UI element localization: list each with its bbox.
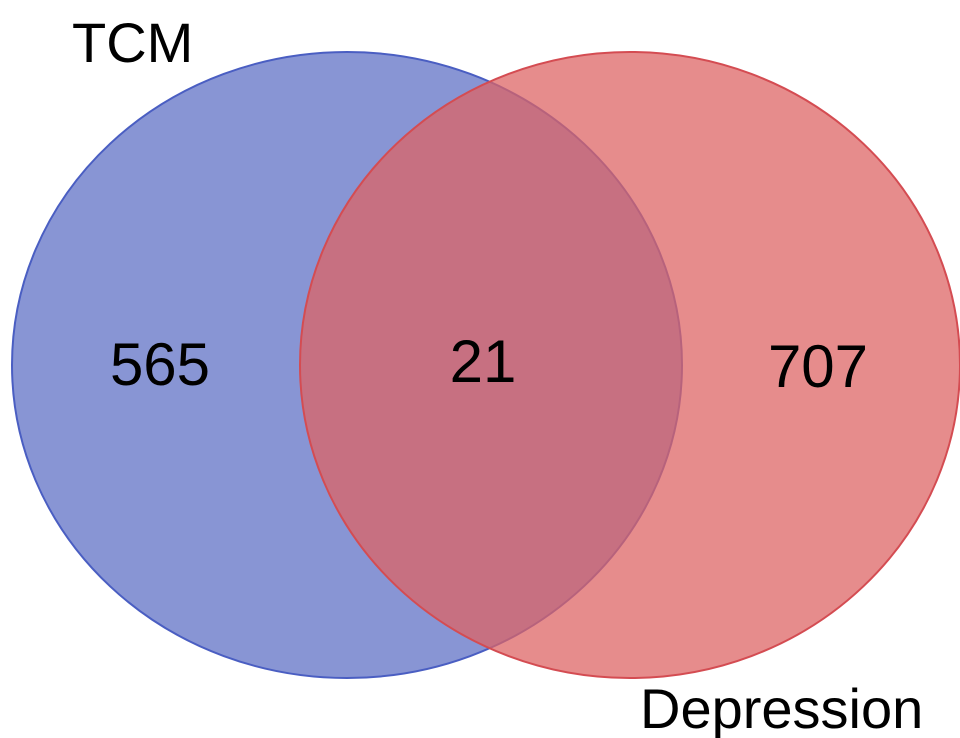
intersection-count: 21 bbox=[450, 328, 517, 395]
tcm-set-label: TCM bbox=[72, 11, 193, 74]
depression-set-circle bbox=[299, 51, 960, 679]
depression-only-count: 707 bbox=[768, 333, 868, 400]
tcm-only-count: 565 bbox=[110, 331, 210, 398]
depression-set-label: Depression bbox=[640, 677, 923, 738]
